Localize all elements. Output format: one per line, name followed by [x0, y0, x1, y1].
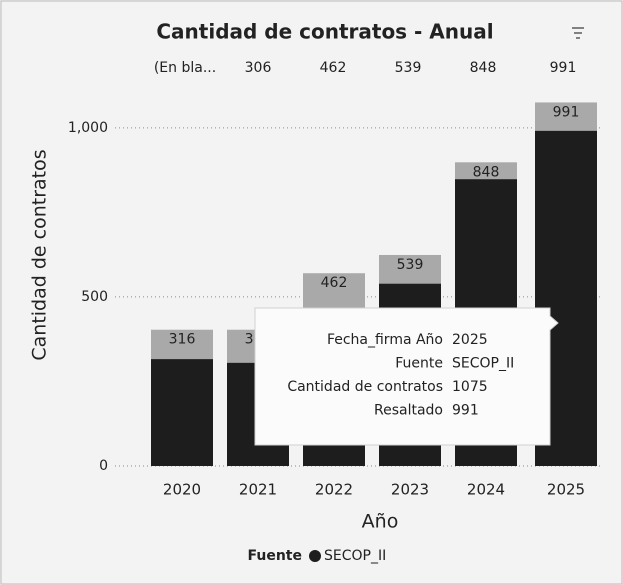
header-label: 539 [395, 60, 422, 76]
tooltip-value: SECOP_II [452, 356, 514, 372]
x-tick-label: 2021 [239, 481, 277, 499]
data-label: 539 [397, 257, 424, 273]
header-label: (En bla... [154, 60, 216, 76]
tooltip-box [254, 307, 559, 446]
tooltip-label: Resaltado [374, 403, 443, 419]
tooltip-value: 1075 [452, 379, 488, 395]
x-tick-label: 2024 [467, 481, 505, 499]
x-tick-label: 2020 [163, 481, 201, 499]
tooltip-label: Fecha_firma Año [327, 332, 443, 348]
y-tick-label: 0 [99, 458, 108, 474]
chart-title: Cantidad de contratos - Anual [156, 20, 493, 44]
x-tick-label: 2023 [391, 481, 429, 499]
legend-title: Fuente [248, 548, 302, 564]
header-label: 848 [470, 60, 497, 76]
data-label: 991 [553, 104, 580, 120]
header-label: 991 [550, 60, 577, 76]
x-tick-label: 2022 [315, 481, 353, 499]
tooltip-label: Fuente [395, 356, 443, 372]
data-label: 848 [473, 164, 500, 180]
y-tick-label: 500 [81, 289, 108, 305]
header-label: 462 [320, 60, 347, 76]
filter-icon[interactable] [572, 27, 584, 39]
tooltip-value: 2025 [452, 332, 488, 348]
tooltip-value: 991 [452, 403, 479, 419]
data-label: 462 [321, 275, 348, 291]
x-tick-label: 2025 [547, 481, 585, 499]
header-label: 306 [245, 60, 272, 76]
x-axis-title: Año [362, 511, 399, 533]
tooltip: Fecha_firma Año 2025 Fuente SECOP_II Cantida… [254, 307, 559, 446]
data-label: 316 [169, 332, 196, 348]
y-axis-title: Cantidad de contratos [29, 149, 51, 360]
legend-marker [309, 550, 321, 562]
y-tick-label: 1,000 [68, 120, 108, 136]
bar [151, 359, 213, 466]
tooltip-label: Cantidad de contratos [287, 379, 443, 395]
legend-item: SECOP_II [324, 548, 386, 564]
